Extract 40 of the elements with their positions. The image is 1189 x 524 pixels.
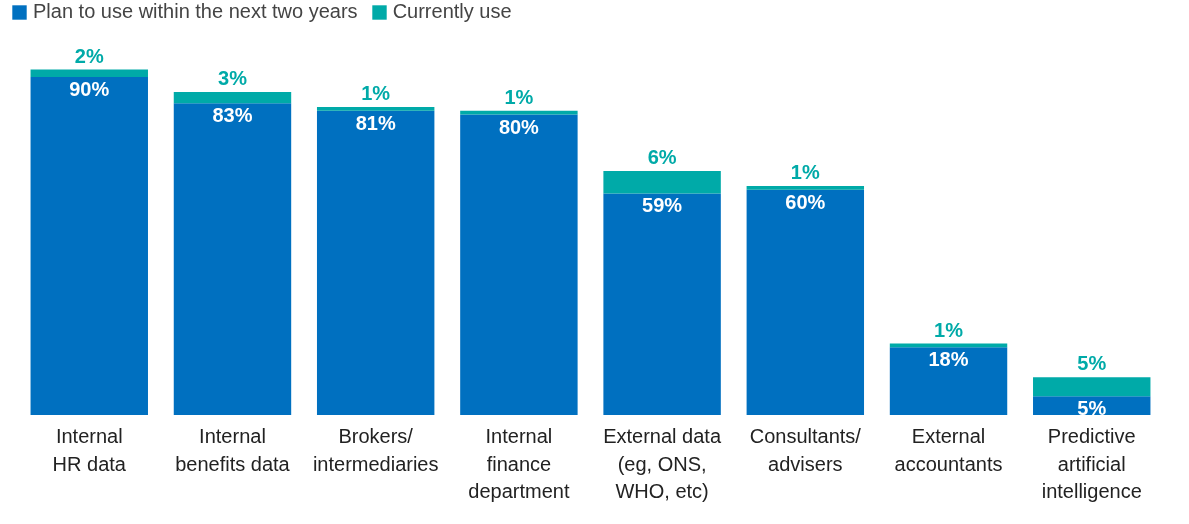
data-label: 2% — [74, 44, 104, 67]
legend-label: Currently use — [392, 0, 512, 23]
x-tick-label: Internal benefits data — [175, 425, 291, 475]
bar — [460, 110, 578, 115]
x-tick-label: External accountants — [894, 425, 1003, 475]
data-label: 5% — [1077, 352, 1107, 375]
data-label: 1% — [790, 160, 820, 183]
data-label: 1% — [504, 85, 534, 108]
bar — [316, 110, 435, 415]
x-tick-label: External data (eg, ONS, WHO, etc) — [603, 425, 722, 503]
bar — [746, 189, 865, 415]
data-label: 18% — [928, 348, 969, 371]
x-tick-label: Brokers/ intermediaries — [312, 425, 439, 475]
data-label: 59% — [642, 194, 683, 217]
bar — [316, 107, 435, 111]
bar — [460, 114, 578, 415]
bar — [746, 185, 865, 190]
x-tick-label: Internal finance department — [468, 425, 570, 503]
data-label: 5% — [1077, 397, 1107, 420]
bar — [173, 103, 292, 415]
bar — [889, 347, 1008, 415]
data-label: 80% — [498, 115, 540, 138]
x-tick-label: Internal HR data — [52, 425, 127, 475]
data-label: 83% — [212, 104, 253, 127]
bar — [173, 92, 292, 104]
legend-label: Plan to use within the next two years — [33, 0, 358, 23]
bar — [603, 193, 721, 415]
data-label: 60% — [785, 190, 826, 213]
bar — [603, 170, 721, 194]
data-label: 1% — [934, 318, 964, 341]
x-tick-label: Consultants/ advisers — [749, 425, 862, 475]
data-label: 6% — [647, 145, 677, 168]
x-tick-label: Predictive artificial intelligence — [1041, 425, 1142, 503]
data-label: 81% — [355, 111, 396, 134]
bar — [30, 69, 148, 78]
data-label: 90% — [69, 78, 110, 101]
data-label: 3% — [218, 67, 248, 90]
bar — [1033, 377, 1151, 397]
data-label: 1% — [361, 82, 391, 105]
bar — [30, 77, 148, 415]
